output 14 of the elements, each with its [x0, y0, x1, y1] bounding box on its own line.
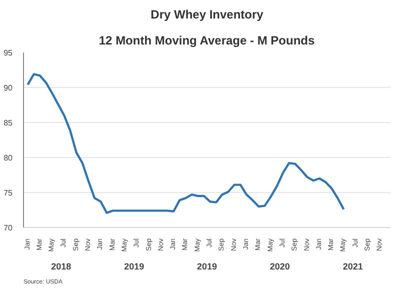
text: 2020 — [270, 262, 290, 272]
y-tick-label: 70 — [4, 224, 14, 232]
y-tick-label: 95 — [4, 48, 14, 58]
y-tick-label: 85 — [4, 118, 14, 128]
y-tick-label: 75 — [4, 188, 14, 198]
text: 2021 — [342, 262, 363, 272]
text: 2019 — [196, 262, 218, 272]
text: 2019 — [124, 262, 144, 272]
y-tick-label: 80 — [4, 154, 14, 162]
text: 2018 — [51, 262, 72, 272]
line-series — [26, 73, 345, 214]
chart-subtitle: 12 Month Moving Average - M Pounds — [98, 34, 315, 48]
y-tick-label: 90 — [4, 84, 14, 92]
chart-title: Dry Whey Inventory — [150, 8, 264, 22]
